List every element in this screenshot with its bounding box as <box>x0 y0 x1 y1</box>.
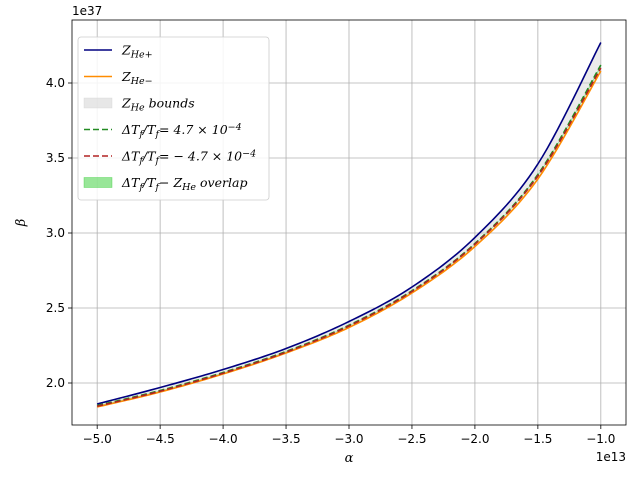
x-tick-label: −2.0 <box>460 432 489 446</box>
x-tick-label: −4.5 <box>146 432 175 446</box>
y-tick-label: 3.5 <box>46 151 65 165</box>
legend-label-part: /T <box>142 175 157 190</box>
legend-entry-label: ΔTf/Tf− ZHe overlap <box>121 175 247 193</box>
legend-label-part: f <box>154 182 160 193</box>
legend-entry-label: ΔTf/Tf= − 4.7 × 10−4 <box>121 148 256 166</box>
y-tick-label: 2.5 <box>46 301 65 315</box>
x-tick-label: −2.5 <box>397 432 426 446</box>
y-tick-label: 3.0 <box>46 226 65 240</box>
legend-label-part: −4 <box>228 122 242 133</box>
legend-label-part: f <box>138 182 144 193</box>
series-layer <box>96 42 602 408</box>
legend-swatch-patch <box>83 97 113 109</box>
x-tick-label: −3.0 <box>334 432 363 446</box>
legend-label-part: He+ <box>130 49 153 60</box>
legend-entry-label: ZHe+ <box>121 43 153 61</box>
legend-label-part: f <box>154 129 160 140</box>
legend-label-part: f <box>138 129 144 140</box>
y-axis-label: β <box>14 219 29 228</box>
x-tick-label: −3.5 <box>271 432 300 446</box>
y-tick-label: 2.0 <box>46 376 65 390</box>
legend-entry-label: ZHe− <box>121 69 153 87</box>
x-tick-label: −1.0 <box>586 432 615 446</box>
legend-swatch-patch <box>83 177 113 188</box>
x-offset-label: 1e13 <box>596 450 626 464</box>
x-tick-label: −4.0 <box>209 432 238 446</box>
legend-box <box>77 36 270 201</box>
ticks: −5.0 −4.5 −4.0 −3.5 −3.0 −2.5 −2.0 −1.5 −1.0 2.0 2… <box>46 76 615 446</box>
legend-entry-label: ΔTf/Tf= 4.7 × 10−4 <box>121 122 242 140</box>
legend-entry-label: ZHe bounds <box>121 96 195 114</box>
legend-label-part: = − 4.7 × 10 <box>159 149 242 164</box>
x-tick-label: −5.0 <box>83 432 112 446</box>
legend-label-part: ΔT <box>121 149 141 164</box>
legend-label-part: /T <box>142 122 157 137</box>
grid <box>72 20 626 425</box>
x-tick-label: −1.5 <box>523 432 552 446</box>
legend-label-part: He <box>130 102 145 113</box>
legend-label-part: overlap <box>196 175 247 190</box>
legend-label-part: He <box>181 182 196 193</box>
legend-label-part: Z <box>121 43 131 58</box>
legend-label-part: f <box>138 155 144 166</box>
legend-label-part: bounds <box>145 96 195 111</box>
x-axis-label: α <box>345 451 354 466</box>
y-offset-label: 1e37 <box>72 4 102 18</box>
legend-label-part: −4 <box>242 148 256 159</box>
series-line-0 <box>96 42 602 405</box>
legend-label-part: ΔT <box>121 175 141 190</box>
legend-label-part: Z <box>121 69 131 84</box>
legend-label-part: ΔT <box>121 122 141 137</box>
legend-label-part: − Z <box>159 175 182 190</box>
legend-label-part: He− <box>130 76 153 87</box>
legend-label-part: Z <box>121 96 131 111</box>
legend-label-part: = 4.7 × 10 <box>159 122 228 137</box>
legend-label-part: f <box>154 155 160 166</box>
series-line-3 <box>96 67 602 408</box>
legend-label-part: /T <box>142 149 157 164</box>
y-tick-label: 4.0 <box>46 76 65 90</box>
